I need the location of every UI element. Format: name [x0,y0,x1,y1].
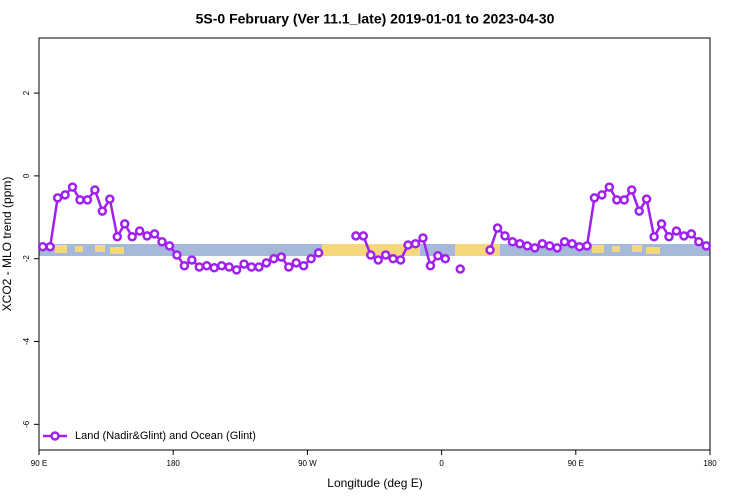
data-point [246,262,257,272]
data-point [455,264,465,274]
y-tick-label: -4 [22,337,31,345]
data-point [60,190,70,200]
data-point [701,241,712,251]
data-point [179,260,190,271]
data-point [351,231,361,241]
legend-label: Land (Nadir&Glint) and Ocean (Glint) [75,430,256,442]
data-point [75,195,85,205]
data-point [425,260,436,271]
x-tick-label: 180 [167,459,181,468]
data-point [649,232,659,242]
data-point [619,195,630,205]
data-point [597,190,607,200]
data-point [373,255,383,265]
data-point [216,260,227,271]
data-point [679,231,689,241]
data-point [127,232,137,242]
data-point [574,241,585,252]
data-point [507,236,518,247]
data-point [97,206,108,216]
data-point [515,239,525,249]
data-point [686,229,697,239]
data-point [395,255,406,265]
x-tick-label: 0 [439,459,444,468]
data-point [589,193,600,203]
data-point [626,185,637,195]
y-tick-label: 2 [22,90,31,95]
data-point [634,206,644,216]
data-point [67,182,78,192]
data-point [388,253,398,264]
data-point [567,239,577,249]
data-point [522,241,533,251]
data-point [671,226,682,236]
data-point [254,262,264,272]
data-point [202,260,212,271]
data-point [604,182,615,192]
data-point [172,250,182,260]
x-tick-label: 180 [703,459,717,468]
data-point [119,219,130,229]
y-tick-label: -6 [22,420,31,428]
data-point [537,239,547,249]
chart-title: 5S-0 February (Ver 11.1_late) 2019-01-01… [196,11,555,27]
x-axis-label: Longitude (deg E) [327,476,422,490]
data-point [149,229,160,239]
data-point [105,194,115,204]
data-point [582,241,592,251]
data-point [284,262,294,272]
y-tick-label: 0 [22,173,31,178]
data-point [492,223,503,233]
x-tick-label: 90 E [31,459,47,468]
y-tick-label: -2 [22,255,31,263]
data-point [664,232,674,242]
data-point [366,250,376,260]
data-point [530,243,540,253]
data-point [291,258,301,268]
data-point [403,240,413,250]
legend-marker [50,431,60,441]
data-point [194,262,205,272]
data-point [433,251,443,261]
data-point [656,219,667,229]
data-point [380,250,391,260]
data-point [209,263,219,273]
data-point [231,265,242,275]
data-point [694,236,704,247]
data-point [45,241,55,252]
data-point [358,231,369,241]
data-point [261,258,272,268]
data-point [418,233,428,243]
data-point [559,236,570,247]
x-tick-label: 90 W [298,459,317,468]
data-point [90,185,100,195]
data-point [612,195,622,205]
data-point [544,241,555,251]
y-axis-label: XCO2 - MLO trend (ppm) [0,177,14,312]
data-point [306,253,316,264]
data-point [224,262,234,272]
data-point [82,195,93,205]
data-point [276,252,287,262]
data-point [164,241,175,251]
data-point [187,255,197,265]
data-point [410,239,421,249]
data-point [239,259,249,269]
data-point [440,253,451,264]
data-point [142,231,152,241]
data-point [552,243,562,253]
data-point [157,236,167,247]
x-tick-label: 90 E [568,459,584,468]
data-point [112,232,123,242]
data-point [37,241,48,252]
data-point [134,226,145,236]
data-point [485,245,495,255]
data-point [269,253,279,264]
data-point [641,194,652,204]
data-point [500,231,510,241]
data-point [298,260,309,271]
data-point [313,248,324,258]
data-point [52,193,63,203]
